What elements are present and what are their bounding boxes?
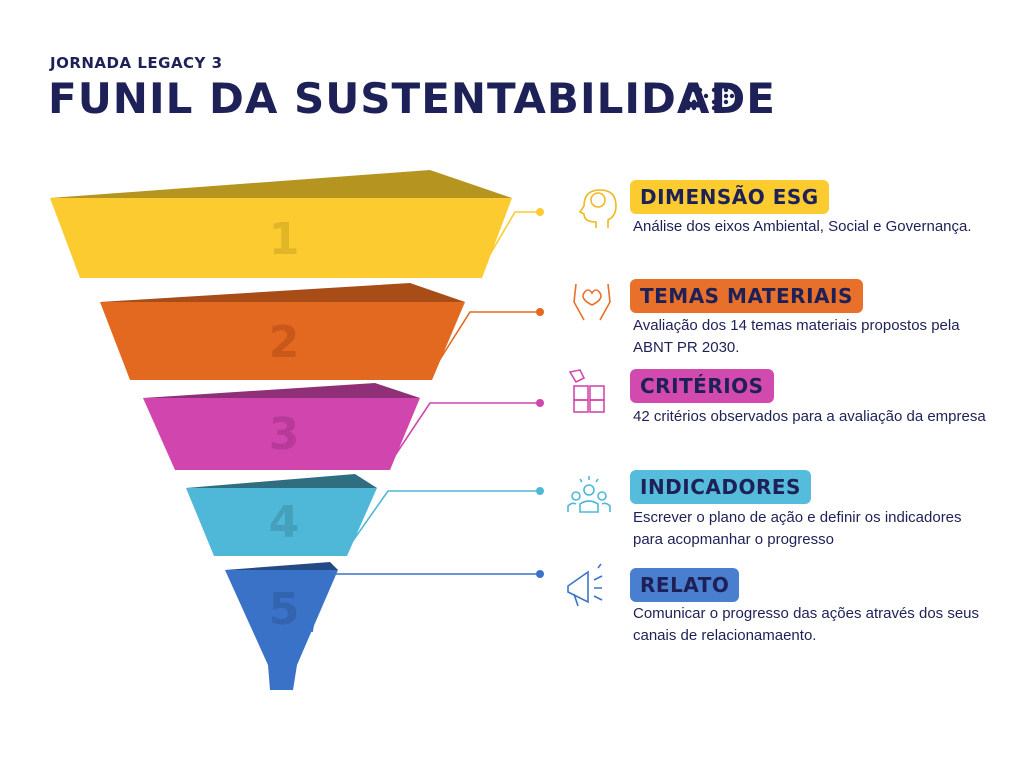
title: FUNIL DA SUSTENTABILIDADE xyxy=(48,74,776,123)
icon-megaphone xyxy=(567,563,603,607)
stage-title: DIMENSÃO ESG xyxy=(630,180,829,214)
icon-head xyxy=(578,189,617,228)
funnel-top xyxy=(186,474,377,488)
stage-number: 4 xyxy=(269,497,300,548)
connector xyxy=(481,211,540,269)
connector xyxy=(391,402,540,461)
funnel-top xyxy=(225,562,338,570)
funnel-top xyxy=(50,170,512,198)
connector-dot xyxy=(536,487,544,495)
stage-description: 42 critérios observados para a avaliação… xyxy=(633,408,986,425)
stage-description: Escrever o plano de ação e definir os in… xyxy=(633,509,962,548)
stage-description: Comunicar o progresso das ações através … xyxy=(633,605,980,644)
stage-number: 2 xyxy=(269,317,300,368)
connector-dot xyxy=(536,208,544,216)
stage-title: CRITÉRIOS xyxy=(630,369,774,403)
icon-hands xyxy=(573,283,611,321)
subtitle: JORNADA LEGACY 3 xyxy=(50,54,223,72)
connector-dot xyxy=(536,570,544,578)
icon-puzzle xyxy=(568,369,605,413)
connector xyxy=(311,573,540,633)
stage-title: RELATO xyxy=(630,568,740,602)
connector xyxy=(431,311,540,373)
funnel-segment xyxy=(50,198,512,278)
stage-number: 3 xyxy=(269,409,300,460)
funnel-segment xyxy=(186,488,377,556)
stage-number: 1 xyxy=(269,214,300,265)
funnel-top xyxy=(143,383,420,398)
icon-people xyxy=(567,476,611,513)
connector xyxy=(349,490,540,546)
funnel-top xyxy=(100,283,465,302)
connector-dot xyxy=(536,399,544,407)
stage-number: 5 xyxy=(269,584,300,635)
funnel-segment xyxy=(100,302,465,380)
chevrons-icon xyxy=(685,87,735,111)
stage-title: TEMAS MATERIAIS xyxy=(630,279,863,313)
connector-dot xyxy=(536,308,544,316)
funnel-segment xyxy=(143,398,420,470)
stage-title: INDICADORES xyxy=(630,470,811,504)
funnel-segment xyxy=(225,570,338,690)
stage-description: Análise dos eixos Ambiental, Social e Go… xyxy=(633,218,972,235)
stage-description: Avaliação dos 14 temas materiais propost… xyxy=(633,317,960,356)
